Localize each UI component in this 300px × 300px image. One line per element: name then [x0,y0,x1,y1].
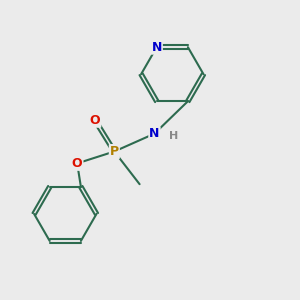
Text: O: O [90,114,100,127]
Text: N: N [149,127,160,140]
Text: N: N [152,41,162,54]
Text: H: H [169,131,178,141]
Text: O: O [72,157,83,170]
Text: P: P [110,145,119,158]
